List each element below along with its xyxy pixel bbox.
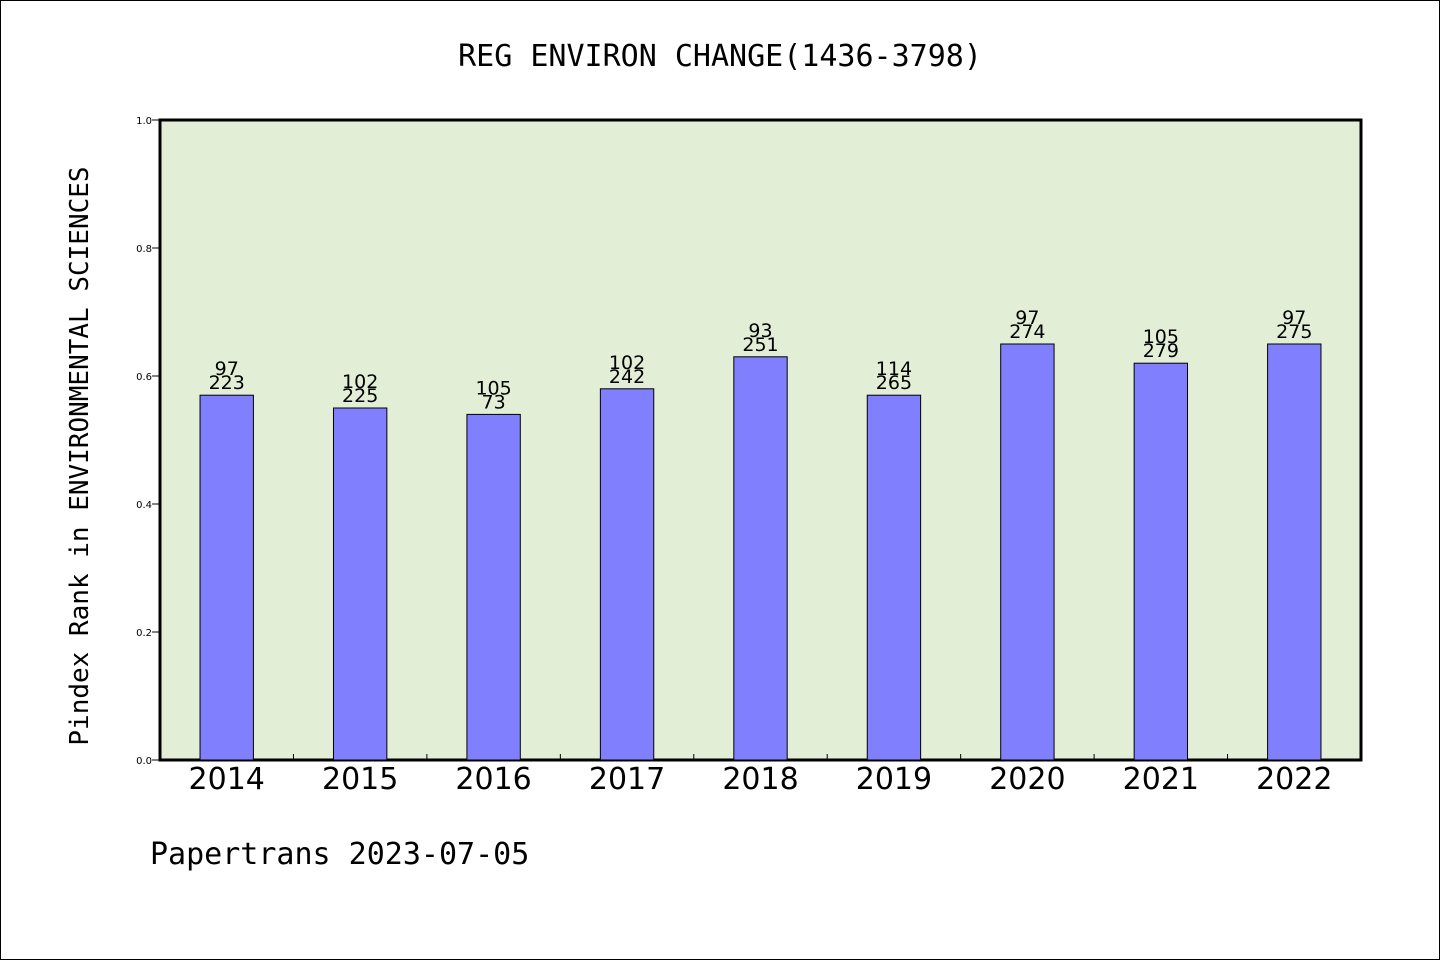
bar-2017 <box>599 388 655 761</box>
bar-label-top: 102 <box>609 352 645 374</box>
y-axis: 0.0 0.2 0.4 0.6 0.8 1.0 <box>136 116 160 767</box>
x-tick-label: 2019 <box>856 762 932 797</box>
x-tick-label: 2015 <box>322 762 398 797</box>
x-tick-label: 2020 <box>989 762 1065 797</box>
y-tick-label: 0.4 <box>136 500 152 511</box>
y-tick-label: 1.0 <box>136 116 152 127</box>
y-tick-label: 0.2 <box>136 628 152 639</box>
bar-label-top: 102 <box>342 371 378 393</box>
x-tick-label: 2021 <box>1123 762 1199 797</box>
x-axis: 2014 2015 2016 2017 2018 2019 2020 2021 2022 <box>189 754 1332 797</box>
bar-label-top: 97 <box>1015 307 1039 329</box>
bar-label-top: 93 <box>748 320 772 342</box>
x-tick-label: 2018 <box>722 762 798 797</box>
bar-2019 <box>866 394 922 761</box>
bar-label-bottom: 265 <box>876 372 912 394</box>
y-tick-label: 0.0 <box>136 756 152 767</box>
bar-2016 <box>466 413 521 761</box>
y-tick-label: 0.6 <box>136 372 152 383</box>
bar-label-bottom: 279 <box>1143 340 1179 362</box>
bar-2015 <box>332 407 388 761</box>
bar-2014 <box>199 394 254 761</box>
bar-label-top: 105 <box>475 377 511 399</box>
bar-2018 <box>733 356 788 761</box>
bar-label-bottom: 73 <box>482 391 506 413</box>
bar-2021 <box>1133 362 1189 761</box>
x-tick-label: 2014 <box>189 762 265 797</box>
bar-label-bottom: 251 <box>742 334 778 356</box>
x-tick-label: 2022 <box>1256 762 1332 797</box>
bar-label-top: 114 <box>876 358 912 380</box>
bar-label-top: 97 <box>1282 307 1306 329</box>
chart-title: REG ENVIRON CHANGE(1436-3798) <box>458 39 982 74</box>
x-tick-label: 2017 <box>589 762 665 797</box>
y-axis-label: Pindex Rank in ENVIRONMENTAL SCIENCES <box>65 166 95 745</box>
bar-label-bottom: 274 <box>1009 321 1045 343</box>
bar-label-bottom: 242 <box>609 366 645 388</box>
bar-label-top: 105 <box>1143 326 1179 348</box>
y-tick-label: 0.8 <box>136 244 152 255</box>
bar-label-bottom: 225 <box>342 385 378 407</box>
bar-label-top: 97 <box>215 358 239 380</box>
bar-label-bottom: 223 <box>209 372 245 394</box>
x-tick-label: 2016 <box>455 762 531 797</box>
bar-2022 <box>1267 343 1322 761</box>
footer-credit: Papertrans 2023-07-05 <box>150 837 529 872</box>
bars <box>199 343 1322 761</box>
bar-label-bottom: 275 <box>1276 321 1312 343</box>
bar-2020 <box>1000 343 1055 761</box>
